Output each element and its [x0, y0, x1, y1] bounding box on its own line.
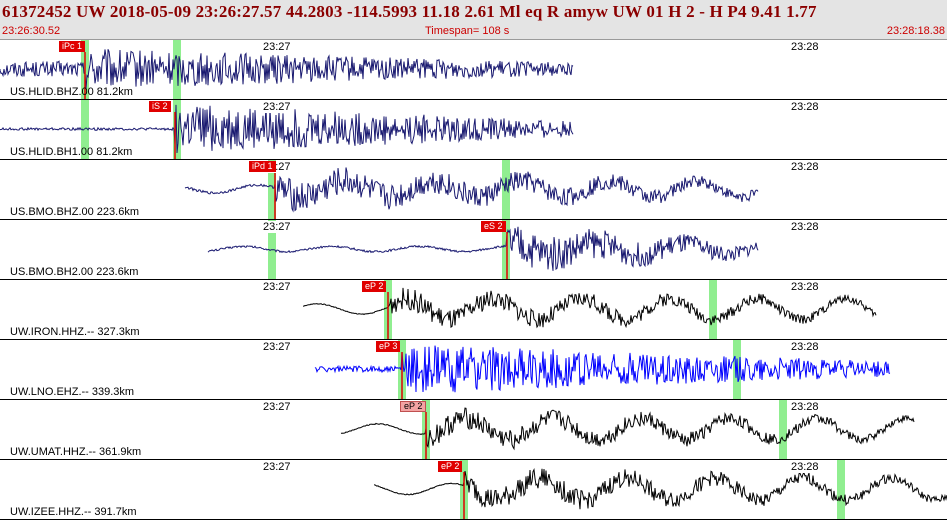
- phase-pick-label[interactable]: eP 3: [376, 341, 401, 352]
- waveform-trace: [207, 226, 759, 271]
- station-channel-label: UW.IRON.HHZ.-- 327.3km: [10, 326, 140, 338]
- waveform-trace: [340, 407, 915, 451]
- seismogram-panels[interactable]: 23:27 23:28 iPc 1 US.HLID.BHZ.00 81.2km 23:2…: [0, 40, 947, 520]
- seismogram-panel[interactable]: 23:27 23:28 iS 2 US.HLID.BH1.00 81.2km: [0, 100, 947, 160]
- waveform-plot[interactable]: [0, 220, 947, 280]
- phase-pick-label[interactable]: iPc 1: [59, 41, 86, 52]
- time-tick-label: 23:27: [262, 41, 292, 53]
- waveform-trace: [314, 345, 891, 393]
- timespan: Timespan= 108 s: [425, 25, 510, 37]
- time-tick-label: 23:27: [262, 221, 292, 233]
- seismogram-panel[interactable]: 23:27 23:28 eP 2 UW.IZEE.HHZ.-- 391.7km: [0, 460, 947, 520]
- seismogram-panel[interactable]: 23:27 23:28 iPc 1 US.HLID.BHZ.00 81.2km: [0, 40, 947, 100]
- waveform-plot[interactable]: [0, 280, 947, 340]
- arrival-marker: [502, 160, 510, 219]
- waveform-plot[interactable]: [0, 160, 947, 220]
- station-channel-label: US.BMO.BH2.00 223.6km: [10, 266, 139, 278]
- time-tick-label: 23:27: [262, 101, 292, 113]
- phase-pick-label[interactable]: eP 2: [362, 281, 387, 292]
- station-channel-label: US.BMO.BHZ.00 223.6km: [10, 206, 139, 218]
- phase-pick-label[interactable]: eS 2: [481, 221, 506, 232]
- time-tick-label: 23:28: [790, 101, 820, 113]
- arrival-marker: [779, 400, 787, 459]
- waveform-plot[interactable]: [0, 40, 947, 100]
- arrival-marker: [81, 100, 89, 159]
- time-tick-label: 23:28: [790, 221, 820, 233]
- waveform-plot[interactable]: [0, 460, 947, 520]
- waveform-trace: [184, 167, 759, 213]
- time-tick-label: 23:28: [790, 341, 820, 353]
- station-channel-label: UW.LNO.EHZ.-- 339.3km: [10, 386, 135, 398]
- time-tick-label: 23:27: [262, 281, 292, 293]
- station-channel-label: US.HLID.BHZ.00 81.2km: [10, 86, 133, 98]
- waveform-plot[interactable]: [0, 400, 947, 460]
- seismogram-panel[interactable]: 23:27 23:28 eP 3 UW.LNO.EHZ.-- 339.3km: [0, 340, 947, 400]
- phase-pick-label[interactable]: iS 2: [149, 101, 171, 112]
- time-tick-label: 23:28: [790, 401, 820, 413]
- time-tick-label: 23:27: [262, 461, 292, 473]
- waveform-plot[interactable]: [0, 340, 947, 400]
- station-channel-label: UW.UMAT.HHZ.-- 361.9km: [10, 446, 142, 458]
- waveform-trace: [0, 49, 574, 89]
- arrival-marker: [709, 280, 717, 339]
- waveform-plot[interactable]: [0, 100, 947, 160]
- waveform-trace: [303, 287, 877, 329]
- start-time: 23:26:30.52: [2, 25, 61, 37]
- phase-pick-label[interactable]: iPd 1: [249, 161, 276, 172]
- time-tick-label: 23:27: [262, 341, 292, 353]
- waveform-trace: [0, 104, 574, 154]
- time-tick-label: 23:28: [790, 281, 820, 293]
- time-tick-label: 23:28: [790, 461, 820, 473]
- time-tick-label: 23:28: [790, 161, 820, 173]
- phase-pick-label[interactable]: eP 2: [400, 401, 427, 412]
- event-header: 61372452 UW 2018-05-09 23:26:27.57 44.28…: [0, 0, 947, 40]
- arrival-marker: [268, 160, 276, 219]
- arrival-marker: [837, 460, 845, 519]
- waveform-trace: [374, 468, 947, 510]
- station-channel-label: US.HLID.BH1.00 81.2km: [10, 146, 133, 158]
- end-time: 23:28:18.38: [886, 25, 945, 37]
- seismogram-panel[interactable]: 23:27 23:28 eP 2 UW.UMAT.HHZ.-- 361.9km: [0, 400, 947, 460]
- arrival-marker: [502, 220, 510, 279]
- phase-pick-label[interactable]: eP 2: [438, 461, 463, 472]
- event-summary: 61372452 UW 2018-05-09 23:26:27.57 44.28…: [2, 2, 817, 21]
- seismogram-panel[interactable]: 23:27 23:28 iPd 1 US.BMO.BHZ.00 223.6km: [0, 160, 947, 220]
- time-tick-label: 23:27: [262, 401, 292, 413]
- seismogram-panel[interactable]: 23:27 23:28 eS 2 US.BMO.BH2.00 223.6km: [0, 220, 947, 280]
- time-tick-label: 23:28: [790, 41, 820, 53]
- seismogram-panel[interactable]: 23:27 23:28 eP 2 UW.IRON.HHZ.-- 327.3km: [0, 280, 947, 340]
- station-channel-label: UW.IZEE.HHZ.-- 391.7km: [10, 506, 137, 518]
